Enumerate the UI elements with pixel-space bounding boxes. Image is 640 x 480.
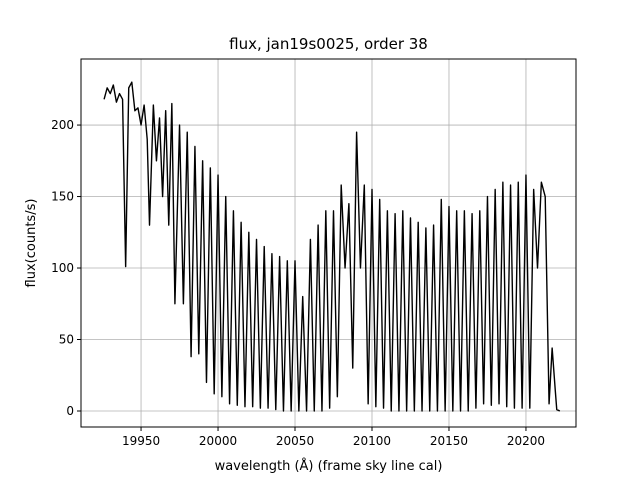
y-tick-label: 0 (66, 404, 74, 418)
x-tick-label: 20150 (430, 434, 468, 448)
y-tick-label: 100 (51, 261, 74, 275)
y-tick-label: 200 (51, 118, 74, 132)
x-tick-label: 19950 (122, 434, 160, 448)
x-tick-label: 20200 (507, 434, 545, 448)
plot-frame (80, 58, 577, 428)
y-tick-label: 50 (59, 333, 74, 347)
y-axis-label: flux(counts/s) (24, 199, 39, 288)
x-tick-label: 20100 (353, 434, 391, 448)
x-tick-label: 20000 (199, 434, 237, 448)
x-axis-label: wavelength (Å) (frame sky line cal) (215, 458, 443, 474)
data-line (103, 81, 561, 412)
y-tick-label: 150 (51, 190, 74, 204)
chart-title: flux, jan19s0025, order 38 (229, 35, 428, 53)
x-tick-label: 20050 (276, 434, 314, 448)
